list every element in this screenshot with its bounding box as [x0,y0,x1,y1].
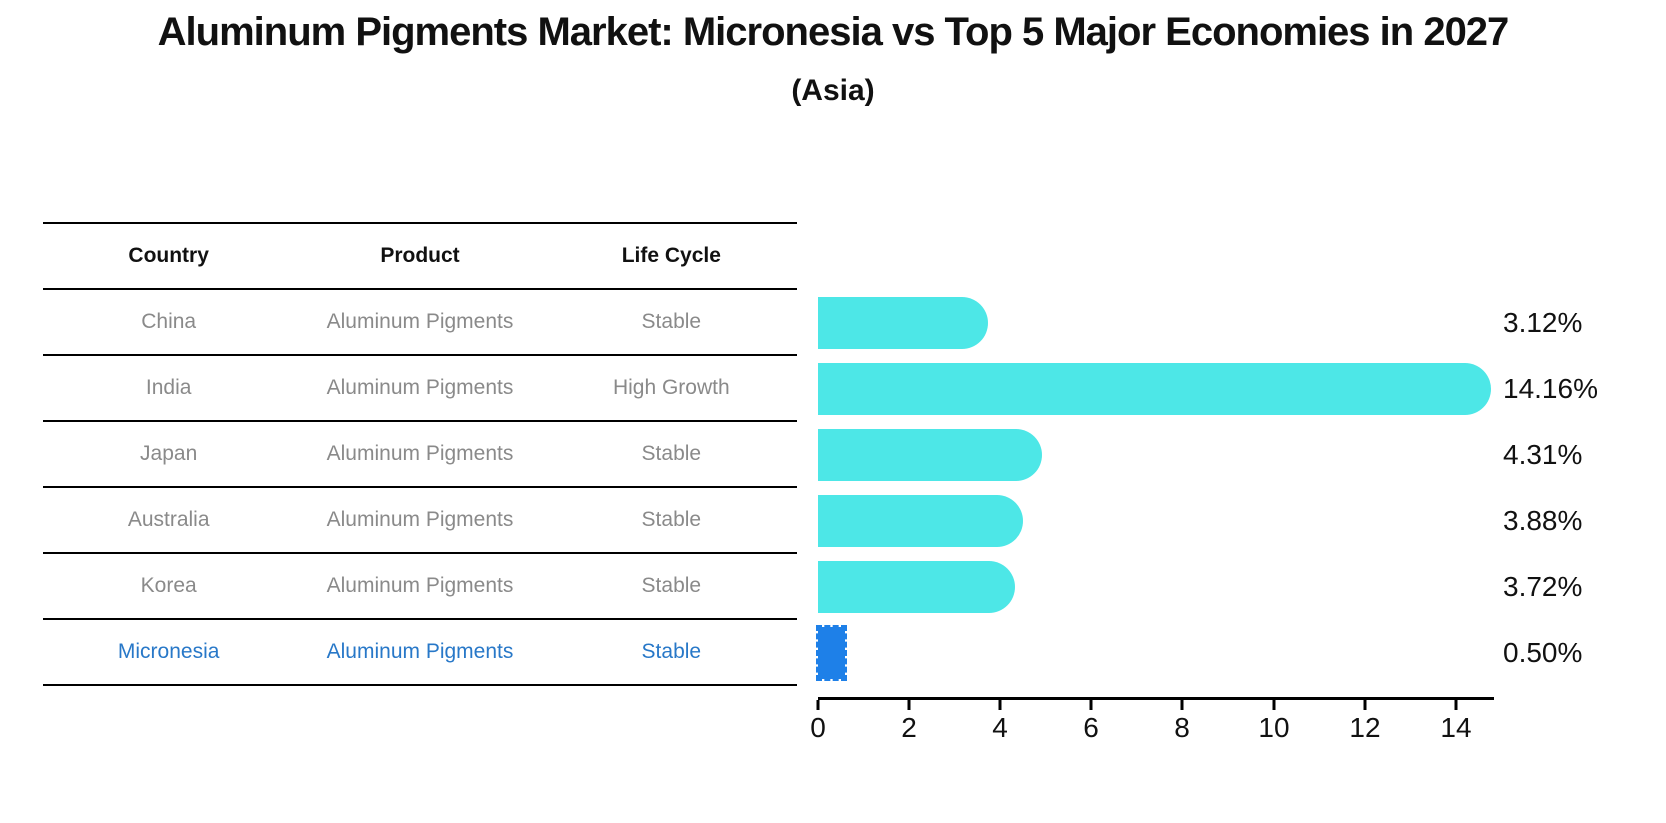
value-label-china: 3.12% [1503,307,1583,338]
table-row-korea: Korea Aluminum Pigments Stable [43,554,797,620]
value-label-japan: 4.31% [1503,439,1583,470]
bar-china [818,297,988,349]
cell-country: Micronesia [117,640,220,663]
x-tick-mark [998,700,1002,710]
cell-life_cycle: Stable [641,442,702,465]
table-row-micronesia: Micronesia Aluminum Pigments Stable [43,620,797,686]
cell-product: Aluminum Pigments [326,442,514,465]
x-tick-label: 14 [1440,712,1472,743]
table-row-australia: Australia Aluminum Pigments Stable [43,488,797,554]
header-cell-country: Country [128,244,209,267]
bar-japan [818,429,1042,481]
bar-plot: 3.12% 14.16% 4.31% 3.88% 3.72% 0.50% 0 2 4 6 8 10 1… [810,222,1666,802]
page-subtitle: (Asia) [791,74,875,107]
cell-life_cycle: Stable [641,508,702,531]
value-label-india: 14.16% [1503,373,1598,404]
page-title: Aluminum Pigments Market: Micronesia vs … [157,10,1510,54]
x-tick-label: 4 [992,712,1008,743]
cell-product: Aluminum Pigments [326,310,514,333]
value-label-korea: 3.72% [1503,571,1583,602]
table-header-row: Country Product Life Cycle [43,222,797,290]
market-table: Country Product Life Cycle China Aluminum… [43,222,797,686]
bar-micronesia [816,625,847,681]
cell-life_cycle: Stable [641,310,702,333]
market-table-body: China Aluminum Pigments Stable India Aluminu… [43,290,797,686]
x-tick-mark [1363,700,1367,710]
x-tick-mark [1089,700,1093,710]
cell-country: India [145,376,192,399]
table-row-india: India Aluminum Pigments High Growth [43,356,797,422]
x-tick-label: 12 [1349,712,1381,743]
bar-india [818,363,1491,415]
x-tick-label: 10 [1258,712,1290,743]
x-tick-label: 0 [810,712,826,743]
table-row-china: China Aluminum Pigments Stable [43,290,797,356]
x-tick-mark [1272,700,1276,710]
x-tick-label: 2 [901,712,917,743]
cell-life_cycle: Stable [641,640,702,663]
x-tick-mark [816,700,820,710]
cell-life_cycle: High Growth [612,376,730,399]
bar-korea [818,561,1015,613]
cell-country: China [141,310,197,333]
x-tick-mark [1454,700,1458,710]
value-label-micronesia: 0.50% [1503,637,1583,668]
cell-country: Australia [127,508,210,531]
cell-product: Aluminum Pigments [326,574,514,597]
cell-product: Aluminum Pigments [326,376,514,399]
header-cell-lifecycle: Life Cycle [621,244,721,267]
cell-product: Aluminum Pigments [326,508,514,531]
cell-country: Korea [140,574,197,597]
value-label-australia: 3.88% [1503,505,1583,536]
cell-country: Japan [140,442,198,465]
header-cell-product: Product [380,244,460,267]
x-tick-label: 8 [1174,712,1190,743]
x-tick-mark [1180,700,1184,710]
x-tick-mark [907,700,911,710]
bar-australia [818,495,1023,547]
cell-product: Aluminum Pigments [326,640,514,663]
x-axis-line [818,697,1494,700]
table-row-japan: Japan Aluminum Pigments Stable [43,422,797,488]
cell-life_cycle: Stable [641,574,702,597]
x-tick-label: 6 [1083,712,1099,743]
